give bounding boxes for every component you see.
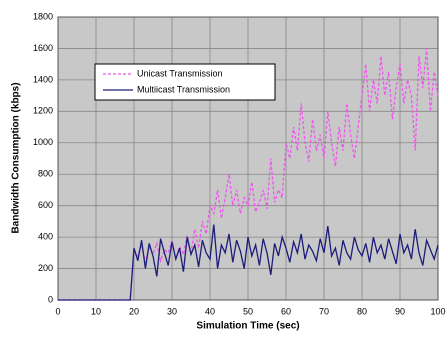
x-tick-label: 60 [281,306,291,316]
x-tick-label: 50 [243,306,253,316]
y-tick-label: 800 [38,169,53,179]
y-tick-label: 1200 [33,106,53,116]
y-tick-label: 600 [38,200,53,210]
x-tick-label: 80 [357,306,367,316]
y-tick-label: 1800 [33,11,53,21]
x-tick-label: 10 [91,306,101,316]
y-tick-label: 1600 [33,43,53,53]
legend-label: Multiicast Transmission [137,84,230,94]
series-line [58,224,439,301]
x-tick-label: 90 [395,306,405,316]
y-tick-label: 1000 [33,137,53,147]
y-axis-label: Bandwidth Consumption (kbps) [11,82,22,233]
y-tick-label: 400 [38,231,53,241]
x-tick-label: 70 [319,306,329,316]
x-tick-label: 0 [55,306,60,316]
series-line [58,48,439,301]
legend-box [94,63,276,101]
x-axis-label: Simulation Time (sec) [196,321,299,332]
x-tick-label: 100 [430,306,445,316]
legend-label: Unicast Transmission [137,68,223,78]
plot-border [57,16,439,301]
x-tick-label: 30 [167,306,177,316]
y-tick-label: 1400 [33,74,53,84]
y-tick-label: 200 [38,263,53,273]
x-tick-label: 40 [205,306,215,316]
y-tick-label: 0 [48,294,53,304]
x-tick-label: 20 [129,306,139,316]
